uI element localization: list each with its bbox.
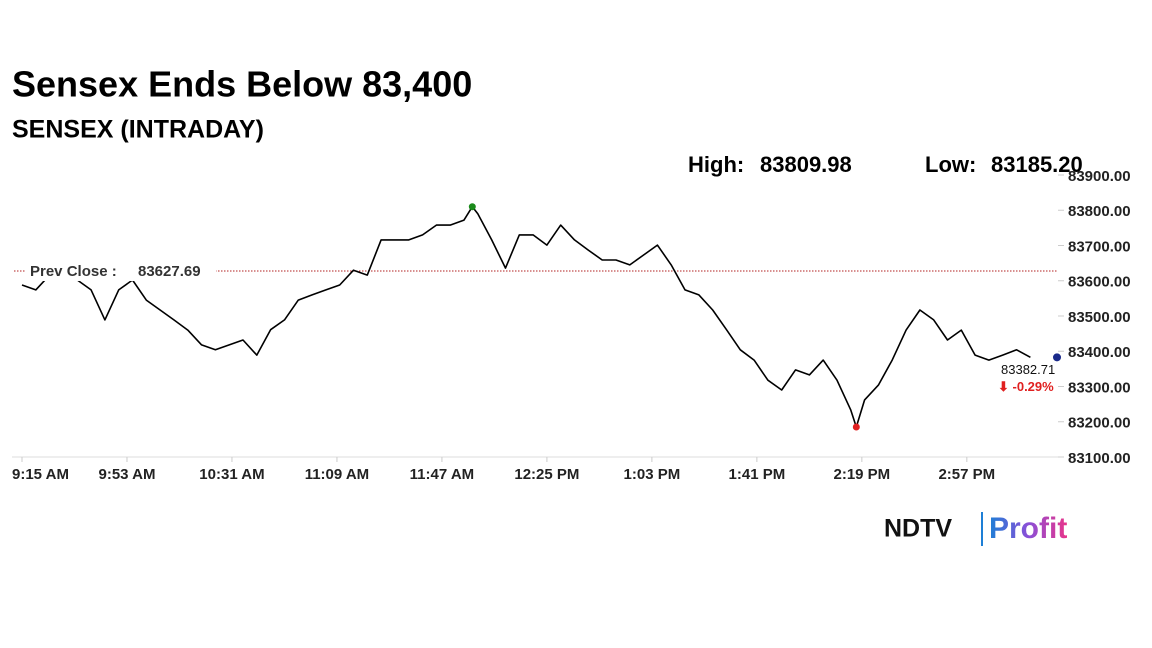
y-tick-label: 83600.00 xyxy=(1068,274,1131,291)
y-tick-label: 83200.00 xyxy=(1068,415,1131,432)
prev-close-bg xyxy=(26,260,216,281)
x-tick-label: 1:41 PM xyxy=(729,466,786,483)
x-tick-label: 2:19 PM xyxy=(833,466,890,483)
y-tick-label: 83800.00 xyxy=(1068,203,1131,220)
x-tick-label: 1:03 PM xyxy=(624,466,681,483)
x-tick-label: 11:47 AM xyxy=(410,466,474,483)
last-change-label: ⬇ -0.29% xyxy=(998,379,1054,394)
x-tick-label: 9:53 AM xyxy=(98,466,155,483)
last-value-label: 83382.71 xyxy=(1001,362,1055,377)
x-tick-label: 10:31 AM xyxy=(199,466,264,483)
low-value: 83185.20 xyxy=(991,152,1083,177)
y-tick-label: 83400.00 xyxy=(1068,344,1131,361)
brand-profit: Profit xyxy=(989,512,1067,545)
high-marker xyxy=(468,203,476,211)
x-tick-label: 11:09 AM xyxy=(305,466,369,483)
last-value-bg xyxy=(982,361,1055,398)
prev-close-value: 83627.69 xyxy=(138,263,201,280)
x-tick-label: 12:25 PM xyxy=(514,466,579,483)
low-label: Low: xyxy=(925,152,976,177)
y-tick-label: 83700.00 xyxy=(1068,238,1131,255)
price-line xyxy=(21,205,1031,428)
low-marker xyxy=(852,423,860,431)
x-tick-label: 2:57 PM xyxy=(938,466,995,483)
prev-close-label: Prev Close : xyxy=(30,263,117,280)
chart-subtitle: SENSEX (INTRADAY) xyxy=(12,116,264,144)
y-tick-label: 83900.00 xyxy=(1068,168,1131,185)
brand-ndtv: NDTV xyxy=(884,515,952,543)
high-label: High: xyxy=(688,152,744,177)
chart-title: Sensex Ends Below 83,400 xyxy=(12,64,472,105)
y-tick-label: 83100.00 xyxy=(1068,450,1131,467)
high-value: 83809.98 xyxy=(760,152,852,177)
last-marker xyxy=(1053,353,1061,362)
y-tick-label: 83300.00 xyxy=(1068,379,1131,396)
x-tick-label: 9:15 AM xyxy=(12,466,69,483)
y-tick-label: 83500.00 xyxy=(1068,309,1131,326)
